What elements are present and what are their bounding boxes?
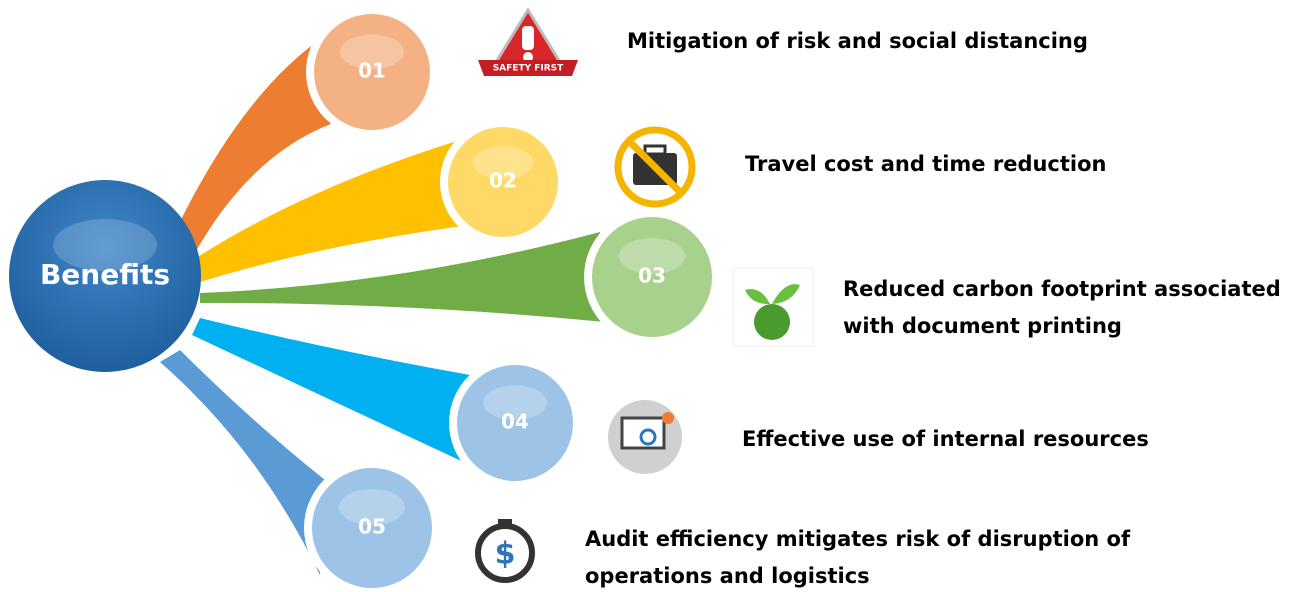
gloss <box>339 489 405 525</box>
stopwatch-icon: $ <box>475 519 535 583</box>
item-number: 02 <box>489 169 517 193</box>
gloss <box>340 34 404 70</box>
safety-icon: SAFETY FIRST <box>478 7 578 76</box>
center-label: Benefits <box>40 258 170 291</box>
item-number: 01 <box>358 59 386 83</box>
item-circle <box>314 14 430 130</box>
item-number: 04 <box>501 410 529 434</box>
ribbon <box>192 318 470 465</box>
ribbon <box>160 350 325 575</box>
gloss <box>483 385 547 421</box>
item-text: Reduced carbon footprint associated <box>843 277 1281 301</box>
eco-icon <box>732 267 814 347</box>
item-circle <box>592 217 712 337</box>
icon-label: SAFETY FIRST <box>493 64 564 74</box>
ribbon <box>190 140 470 282</box>
ribbon <box>172 38 342 262</box>
no-travel-icon <box>614 126 696 208</box>
center-circle <box>9 180 201 372</box>
gloss <box>472 146 534 180</box>
svg-text:$: $ <box>495 537 516 572</box>
item-text: with document printing <box>843 314 1122 338</box>
resources-icon <box>608 400 682 474</box>
item-text: Travel cost and time reduction <box>745 152 1107 176</box>
item-circle <box>457 365 573 481</box>
item-text: Effective use of internal resources <box>742 427 1149 451</box>
gloss <box>53 219 157 271</box>
item-circle <box>312 468 432 588</box>
item-number: 05 <box>358 515 386 539</box>
item-text: Mitigation of risk and social distancing <box>627 29 1088 53</box>
item-number: 03 <box>638 264 666 288</box>
item-circle <box>448 127 558 237</box>
ribbon <box>200 232 605 322</box>
item-text: operations and logistics <box>585 564 870 588</box>
item-text: Audit efficiency mitigates risk of disru… <box>585 527 1131 551</box>
gloss <box>619 238 685 274</box>
